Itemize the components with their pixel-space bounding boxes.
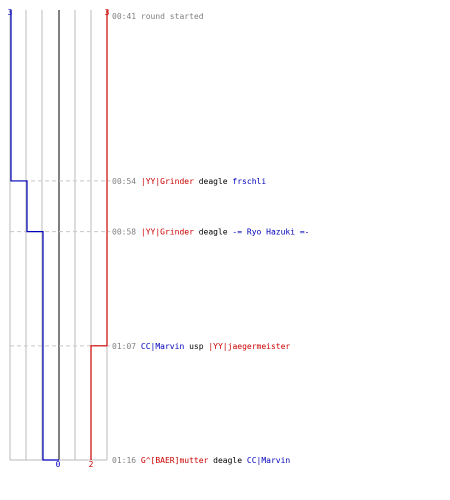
weapon-name: deagle: [194, 177, 233, 186]
event-text: round started: [141, 12, 204, 21]
kill-log-entry: 00:58 |YY|Grinder deagle -= Ryo Hazuki =…: [112, 228, 309, 237]
score-labels: 3 3 0 2: [8, 8, 110, 469]
player-name: frschli: [232, 177, 266, 186]
alive-count-steps: [10, 10, 108, 461]
event-time: 00:58: [112, 228, 141, 237]
player-name: |YY|Grinder: [141, 177, 194, 186]
event-time: 01:16: [112, 456, 141, 465]
weapon-name: deagle: [194, 228, 233, 237]
red-start-count: 3: [105, 8, 110, 17]
red-end-count: 2: [89, 460, 94, 469]
event-guide-lines: [10, 180, 110, 347]
player-name: -= Ryo Hazuki =-: [232, 228, 309, 237]
player-name: |YY|jaegermeister: [208, 342, 290, 351]
event-time: 00:41: [112, 12, 141, 21]
player-name: CC|Marvin: [247, 456, 291, 465]
kill-log-entry: 01:16 G^[BAER]mutter deagle CC|Marvin: [112, 456, 290, 465]
kill-log-entry: 01:07 CC|Marvin usp |YY|jaegermeister: [112, 342, 290, 351]
event-time: 00:54: [112, 177, 141, 186]
weapon-name: usp: [184, 342, 208, 351]
player-name: G^[BAER]mutter: [141, 456, 209, 465]
kill-log-entry: 00:54 |YY|Grinder deagle frschli: [112, 177, 266, 186]
player-name: |YY|Grinder: [141, 228, 194, 237]
red-team-alive-line: [90, 10, 108, 460]
kill-log-entry: 00:41 round started: [112, 12, 204, 21]
weapon-name: deagle: [208, 456, 247, 465]
blue-end-count: 0: [56, 460, 61, 469]
blue-start-count: 3: [8, 8, 13, 17]
kill-log: 00:41 round started 00:54 |YY|Grinder dea…: [112, 12, 309, 465]
player-name: CC|Marvin: [141, 342, 185, 351]
event-time: 01:07: [112, 342, 141, 351]
blue-team-alive-line: [10, 10, 59, 461]
player-count-grid: [9, 10, 108, 461]
